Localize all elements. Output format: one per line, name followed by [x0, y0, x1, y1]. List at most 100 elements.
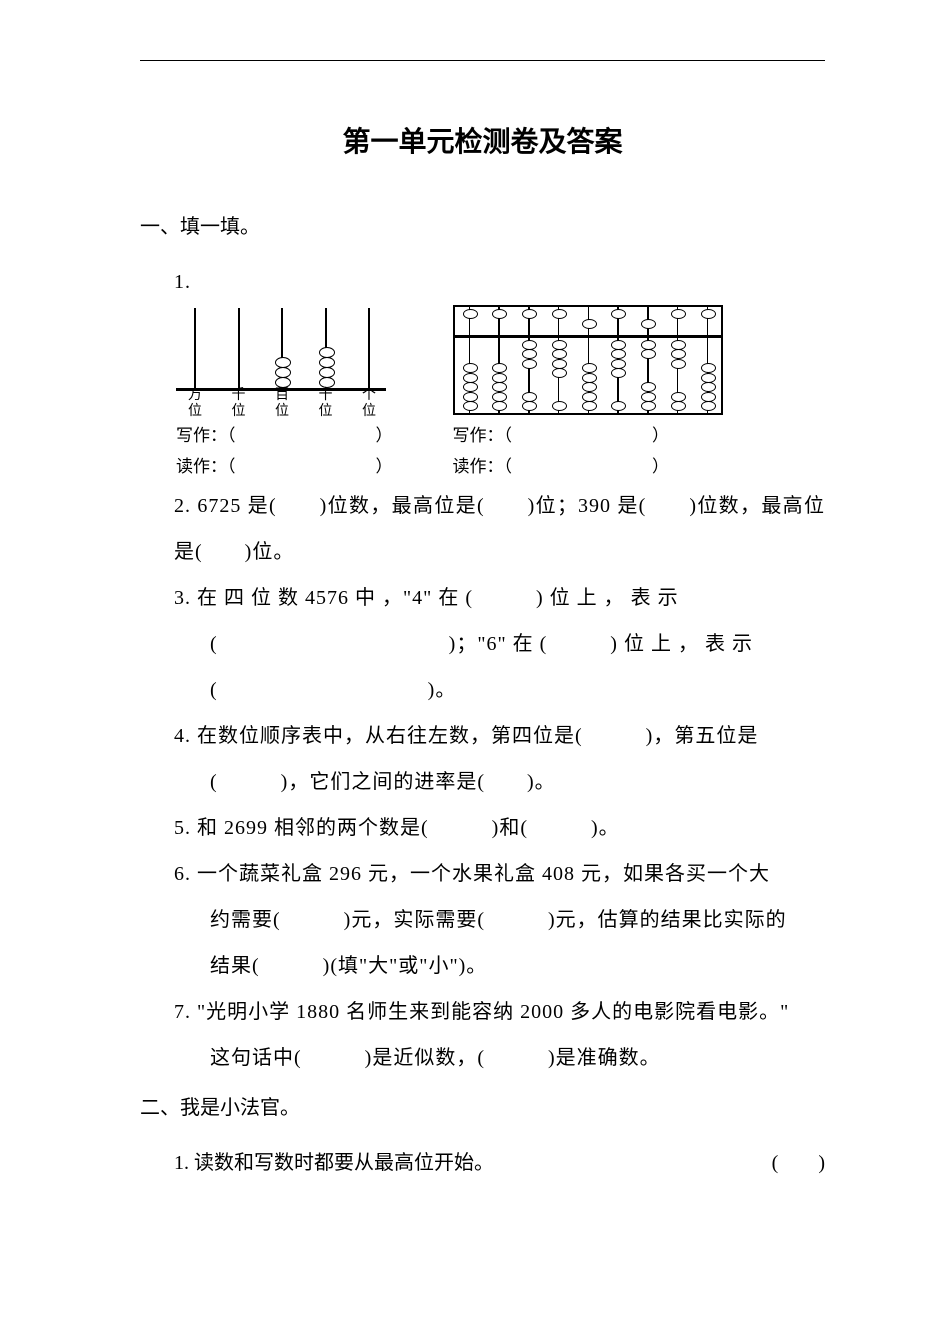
page: 第一单元检测卷及答案 一、填一填。 1. 万位千位百位十位个位 写作：（） 读作… — [0, 0, 945, 1337]
abacus-rod — [588, 307, 590, 413]
upper-stack — [701, 309, 716, 319]
bead — [641, 340, 656, 350]
bead — [671, 349, 686, 359]
bead — [641, 392, 656, 402]
frame-write-row: 写作：（） — [176, 421, 393, 446]
bead — [552, 309, 567, 319]
read-label: 读作： — [176, 457, 227, 476]
write-label: 写作： — [176, 426, 227, 445]
q4-line1: 4. 在数位顺序表中，从右往左数，第四位是( )，第五位是 — [174, 713, 825, 759]
judge-q1-text: 1. 读数和写数时都要从最高位开始。 — [174, 1140, 494, 1186]
bead — [552, 349, 567, 359]
bead — [671, 309, 686, 319]
bead — [671, 401, 686, 411]
frame-rod — [281, 308, 283, 388]
q3-line3: ( )。 — [174, 667, 825, 713]
bead — [552, 359, 567, 369]
judge-q1: 1. 读数和写数时都要从最高位开始。 ( ) — [174, 1140, 825, 1186]
abacus-rod — [498, 307, 500, 413]
q7-line2: 这句话中( )是近似数，( )是准确数。 — [174, 1035, 825, 1081]
q6-line3: 结果( )(填"大"或"小")。 — [174, 943, 825, 989]
q1: 1. — [174, 259, 825, 305]
lower-down-stack — [701, 364, 716, 412]
bead — [582, 401, 597, 411]
section-1-head: 一、填一填。 — [140, 210, 825, 239]
bead — [522, 359, 537, 369]
bead — [641, 319, 656, 329]
lower-down-stack — [522, 392, 537, 411]
abacus — [453, 305, 723, 415]
abacus-write-row: 写作：（） — [453, 421, 723, 446]
upper-stack — [611, 309, 626, 319]
frame-rod — [368, 308, 370, 388]
section-2-head: 二、我是小法官。 — [140, 1091, 825, 1120]
upper-stack — [463, 309, 478, 319]
bead — [611, 349, 626, 359]
bead — [582, 382, 597, 392]
q2: 2. 6725 是( )位数，最高位是( )位；390 是( )位数，最高位是(… — [174, 483, 825, 575]
lower-down-stack — [671, 392, 686, 411]
abacus-read-row: 读作：（） — [453, 452, 723, 477]
bead — [522, 392, 537, 402]
upper-stack — [522, 309, 537, 319]
bead — [611, 340, 626, 350]
lower-up-stack — [671, 340, 686, 369]
bead — [522, 340, 537, 350]
bead — [641, 401, 656, 411]
bead — [522, 401, 537, 411]
bead — [701, 373, 716, 383]
bead — [671, 359, 686, 369]
bead — [701, 382, 716, 392]
upper-stack — [671, 309, 686, 319]
bead — [671, 392, 686, 402]
bead — [611, 368, 626, 378]
bead — [492, 392, 507, 402]
abacus-col: 写作：（） 读作：（） — [453, 305, 723, 477]
lower-up-stack — [611, 340, 626, 378]
bead — [275, 377, 291, 388]
bead — [611, 401, 626, 411]
bead — [582, 392, 597, 402]
bead — [641, 349, 656, 359]
top-rule — [140, 60, 825, 61]
lower-up-stack — [552, 340, 567, 378]
lower-up-stack — [522, 340, 537, 369]
upper-stack — [641, 319, 656, 329]
rod-label: 百位 — [268, 388, 296, 419]
lower-down-stack — [492, 364, 507, 412]
bead — [492, 373, 507, 383]
doc-title: 第一单元检测卷及答案 — [140, 120, 825, 160]
bead — [671, 340, 686, 350]
write-label-2: 写作： — [453, 426, 504, 445]
upper-stack — [492, 309, 507, 319]
abacus-rod — [558, 307, 560, 413]
bead — [463, 382, 478, 392]
bead — [552, 340, 567, 350]
bead — [582, 363, 597, 373]
abacus-rod — [469, 307, 471, 413]
bead — [552, 368, 567, 378]
upper-stack — [552, 309, 567, 319]
q1-num: 1. — [174, 259, 202, 305]
frame-rod — [194, 308, 196, 388]
upper-stack — [582, 319, 597, 329]
frame-rod — [238, 308, 240, 388]
lower-up-stack — [641, 340, 656, 359]
bead — [319, 377, 335, 388]
rod-label: 个位 — [355, 388, 383, 419]
abacus-rod — [528, 307, 530, 413]
bead-stack — [275, 358, 291, 388]
abacus-rod — [707, 307, 709, 413]
bead — [611, 309, 626, 319]
q6-line1: 6. 一个蔬菜礼盒 296 元，一个水果礼盒 408 元，如果各买一个大 — [174, 851, 825, 897]
bead — [492, 401, 507, 411]
bead — [492, 382, 507, 392]
bead — [611, 359, 626, 369]
q6-line2: 约需要( )元，实际需要( )元，估算的结果比实际的 — [174, 897, 825, 943]
bead-stack — [319, 348, 335, 388]
bead — [522, 309, 537, 319]
rod-label: 万位 — [181, 388, 209, 419]
q7-line1: 7. "光明小学 1880 名师生来到能容纳 2000 多人的电影院看电影。" — [174, 989, 825, 1035]
bead — [463, 373, 478, 383]
judge-q1-paren: ( ) — [772, 1140, 825, 1186]
